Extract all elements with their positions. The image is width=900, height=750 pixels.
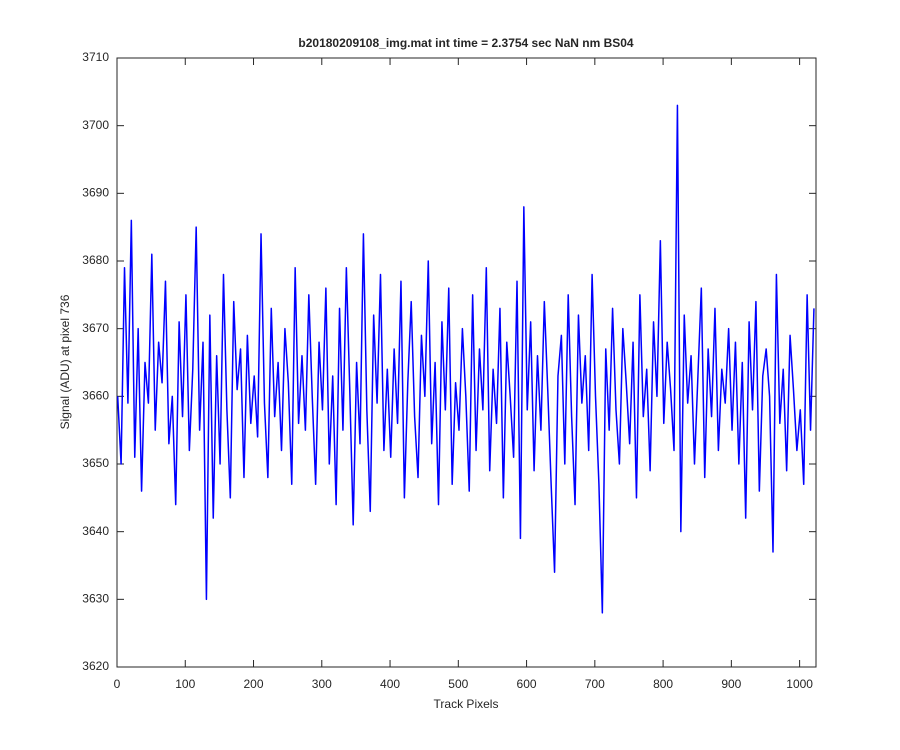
x-axis-label: Track Pixels	[434, 697, 499, 711]
y-tick-label: 3670	[82, 321, 109, 335]
x-tick-label: 900	[721, 677, 741, 691]
x-tick-label: 600	[517, 677, 537, 691]
data-line	[116, 104, 815, 614]
x-tick-label: 1000	[786, 677, 813, 691]
y-tick-label: 3690	[82, 186, 109, 200]
x-tick-label: 700	[585, 677, 605, 691]
x-tick-label: 400	[380, 677, 400, 691]
y-tick-label: 3680	[82, 253, 109, 267]
y-tick-label: 3660	[82, 389, 109, 403]
y-tick-label: 3630	[82, 592, 109, 606]
y-tick-label: 3620	[82, 659, 109, 673]
y-axis-label: Signal (ADU) at pixel 736	[58, 294, 72, 429]
y-tick-label: 3700	[82, 118, 109, 132]
x-tick-label: 200	[244, 677, 264, 691]
x-tick-label: 300	[312, 677, 332, 691]
y-tick-label: 3710	[82, 50, 109, 64]
y-tick-label: 3640	[82, 524, 109, 538]
axes-box	[116, 57, 817, 668]
x-tick-label: 500	[448, 677, 468, 691]
x-tick-label: 100	[175, 677, 195, 691]
x-tick-label: 0	[114, 677, 121, 691]
y-tick-label: 3650	[82, 456, 109, 470]
chart-title: b20180209108_img.mat int time = 2.3754 s…	[298, 36, 634, 50]
x-tick-label: 800	[653, 677, 673, 691]
